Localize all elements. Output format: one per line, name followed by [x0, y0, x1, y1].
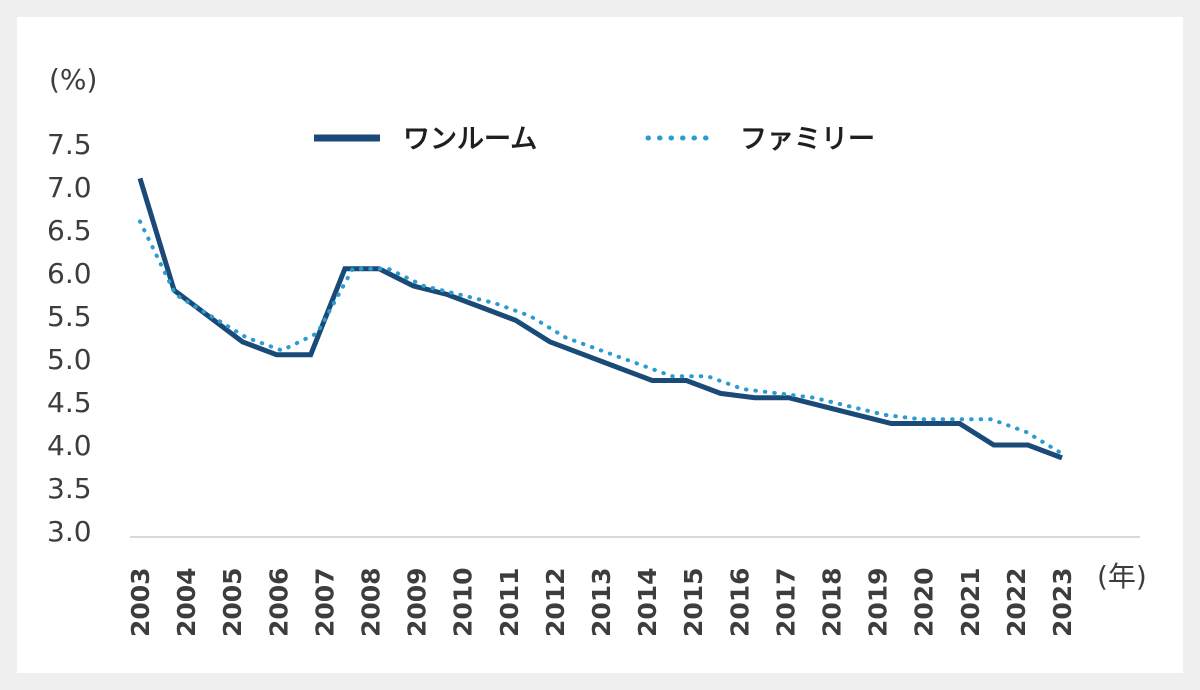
x-tick-label: 2013 — [587, 567, 616, 637]
chart-panel: (%) (年) ワンルーム ファミリー 3.0 3.5 4.0 4.5 5.0 5.5 6.… — [17, 17, 1183, 673]
x-tick-label: 2020 — [910, 567, 939, 637]
x-tick-label: 2011 — [495, 567, 524, 637]
y-tick-label: 5.0 — [47, 343, 92, 376]
series-line-one-room — [137, 177, 1063, 461]
x-unit-label: (年) — [1097, 560, 1147, 593]
y-tick-label: 5.5 — [47, 300, 92, 333]
x-tick-label: 2018 — [818, 567, 847, 637]
x-tick-label: 2023 — [1048, 567, 1077, 637]
x-tick-label: 2005 — [218, 567, 247, 637]
x-tick-label: 2010 — [449, 567, 478, 637]
y-tick-label: 7.5 — [47, 128, 92, 161]
x-tick-label: 2004 — [172, 567, 201, 637]
legend: ワンルーム ファミリー — [314, 124, 875, 155]
y-tick-label: 6.0 — [47, 257, 92, 290]
line-chart: (%) (年) ワンルーム ファミリー 3.0 3.5 4.0 4.5 5.0 5.5 6.… — [47, 63, 1147, 637]
y-tick-label: 7.0 — [47, 171, 92, 204]
legend-label-family: ファミリー — [740, 124, 875, 155]
x-axis-ticks: 2003 2004 2005 2006 2007 2008 2009 2010 2011 2012… — [126, 567, 1077, 637]
x-tick-label: 2017 — [771, 567, 800, 637]
series-layer — [137, 177, 1064, 461]
y-axis-ticks: 3.0 3.5 4.0 4.5 5.0 5.5 6.0 6.5 7.0 7.5 — [47, 128, 92, 548]
y-tick-label: 3.5 — [47, 472, 92, 505]
x-tick-label: 2021 — [956, 567, 985, 637]
series-line-family — [138, 219, 1064, 456]
x-tick-label: 2012 — [541, 567, 570, 637]
x-tick-label: 2015 — [679, 567, 708, 637]
x-tick-label: 2019 — [864, 567, 893, 637]
x-tick-label: 2009 — [403, 567, 432, 637]
y-tick-label: 4.5 — [47, 386, 92, 419]
x-tick-label: 2007 — [310, 567, 339, 637]
x-tick-label: 2022 — [1002, 567, 1031, 637]
y-tick-label: 3.0 — [47, 515, 92, 548]
x-tick-label: 2006 — [264, 567, 293, 637]
x-tick-label: 2016 — [725, 567, 754, 637]
y-unit-label: (%) — [49, 63, 97, 96]
y-tick-label: 6.5 — [47, 214, 92, 247]
y-tick-label: 4.0 — [47, 429, 92, 462]
x-tick-label: 2008 — [357, 567, 386, 637]
x-tick-label: 2003 — [126, 567, 155, 637]
legend-label-one-room: ワンルーム — [403, 124, 537, 155]
x-tick-label: 2014 — [633, 567, 662, 637]
